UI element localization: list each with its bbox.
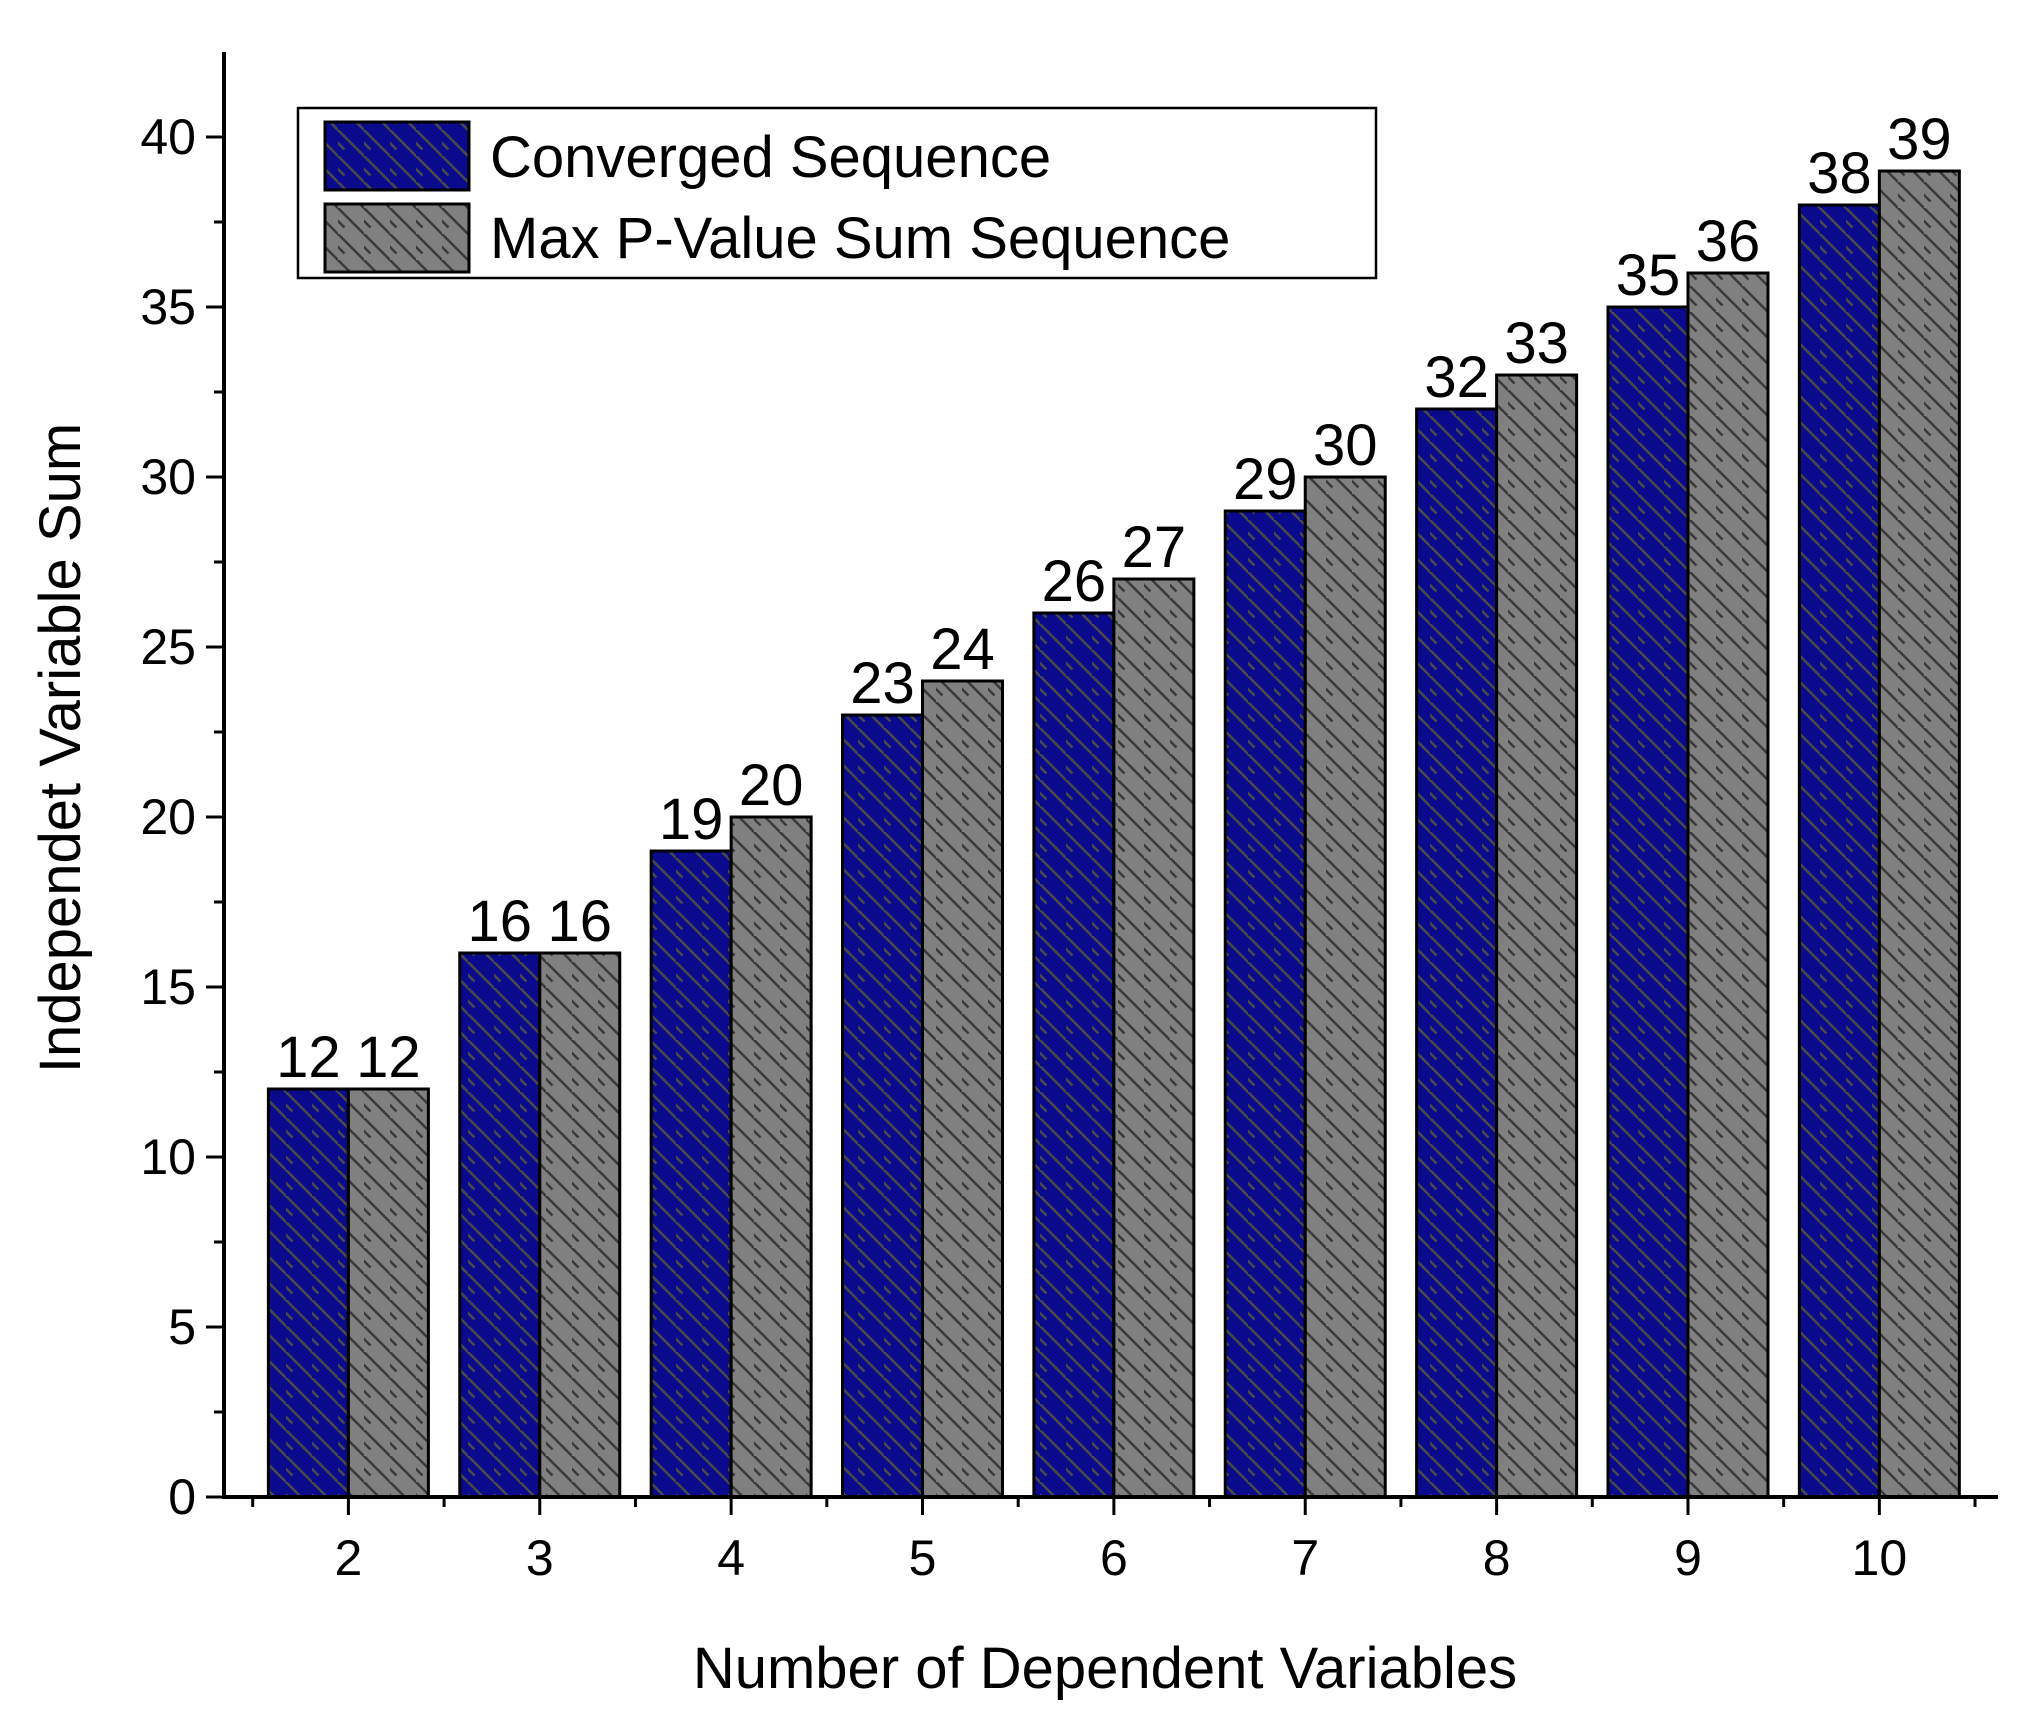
data-label-converged-sequence-3: 16 [468, 889, 533, 954]
x-tick-label: 7 [1291, 1530, 1319, 1586]
y-tick-label: 20 [140, 789, 196, 845]
data-label-converged-sequence-5: 23 [850, 651, 915, 716]
data-label-max-p-value-sum-sequence-3: 16 [548, 889, 613, 954]
data-label-max-p-value-sum-sequence-7: 30 [1313, 413, 1378, 478]
bar-converged-sequence-10 [1797, 203, 1881, 1499]
legend-swatch-converged-sequence [323, 120, 471, 192]
bar-max-p-value-sum-sequence-8 [1495, 373, 1579, 1499]
bar-converged-sequence-7 [1223, 509, 1307, 1499]
data-label-converged-sequence-8: 32 [1424, 345, 1489, 410]
data-label-converged-sequence-9: 35 [1616, 243, 1681, 308]
y-tick-label: 25 [140, 619, 196, 675]
data-label-max-p-value-sum-sequence-9: 36 [1696, 209, 1761, 274]
bar-converged-sequence-3 [458, 951, 542, 1499]
data-label-max-p-value-sum-sequence-8: 33 [1504, 311, 1569, 376]
data-label-converged-sequence-2: 12 [276, 1025, 341, 1090]
legend-label-max-p-value-sum-sequence: Max P-Value Sum Sequence [490, 206, 1230, 271]
data-label-max-p-value-sum-sequence-4: 20 [739, 753, 804, 818]
legend: Converged Sequence Max P-Value Sum Seque… [296, 106, 1378, 280]
y-tick-label: 10 [140, 1129, 196, 1185]
data-label-max-p-value-sum-sequence-6: 27 [1122, 515, 1187, 580]
x-tick-label: 4 [717, 1530, 745, 1586]
data-label-converged-sequence-10: 38 [1807, 141, 1872, 206]
bars-group [266, 169, 1961, 1499]
data-label-converged-sequence-6: 26 [1042, 549, 1107, 614]
x-axis-title: Number of Dependent Variables [693, 1636, 1517, 1701]
y-axis-title: Independet Variable Sum [28, 423, 93, 1073]
x-axis-ticks: 2 3 4 5 6 7 8 9 10 [251, 1497, 1977, 1586]
y-tick-label: 0 [168, 1469, 196, 1525]
data-label-max-p-value-sum-sequence-5: 24 [930, 617, 995, 682]
bar-max-p-value-sum-sequence-7 [1303, 475, 1387, 1499]
legend-swatch-max-p-value-sum-sequence [323, 202, 471, 274]
bar-converged-sequence-6 [1032, 611, 1116, 1499]
bar-converged-sequence-9 [1606, 305, 1690, 1499]
y-tick-label: 15 [140, 959, 196, 1015]
bar-converged-sequence-5 [841, 713, 925, 1499]
bar-converged-sequence-2 [266, 1087, 350, 1499]
x-tick-label: 2 [334, 1530, 362, 1586]
x-tick-label: 6 [1100, 1530, 1128, 1586]
bar-converged-sequence-8 [1415, 407, 1499, 1499]
x-tick-label: 8 [1483, 1530, 1511, 1586]
data-label-converged-sequence-4: 19 [659, 787, 724, 852]
x-tick-label: 9 [1674, 1530, 1702, 1586]
legend-box [296, 106, 1378, 280]
bar-max-p-value-sum-sequence-5 [921, 679, 1005, 1499]
bar-max-p-value-sum-sequence-6 [1112, 577, 1196, 1499]
bar-max-p-value-sum-sequence-4 [729, 815, 813, 1499]
bar-max-p-value-sum-sequence-2 [346, 1087, 430, 1499]
x-tick-label: 3 [526, 1530, 554, 1586]
data-label-converged-sequence-7: 29 [1233, 447, 1298, 512]
y-tick-label: 35 [140, 279, 196, 335]
bar-converged-sequence-4 [649, 849, 733, 1499]
bar-max-p-value-sum-sequence-3 [538, 951, 622, 1499]
data-label-max-p-value-sum-sequence-10: 39 [1887, 107, 1952, 172]
x-tick-label: 5 [909, 1530, 937, 1586]
x-tick-label: 10 [1852, 1530, 1908, 1586]
legend-label-converged-sequence: Converged Sequence [490, 125, 1051, 190]
data-label-max-p-value-sum-sequence-2: 12 [356, 1025, 421, 1090]
y-tick-label: 5 [168, 1299, 196, 1355]
y-axis-ticks: 0 5 10 15 20 25 30 35 40 [140, 109, 224, 1525]
y-tick-label: 30 [140, 449, 196, 505]
bar-max-p-value-sum-sequence-10 [1877, 169, 1961, 1499]
y-tick-label: 40 [140, 109, 196, 165]
bar-max-p-value-sum-sequence-9 [1686, 271, 1770, 1499]
